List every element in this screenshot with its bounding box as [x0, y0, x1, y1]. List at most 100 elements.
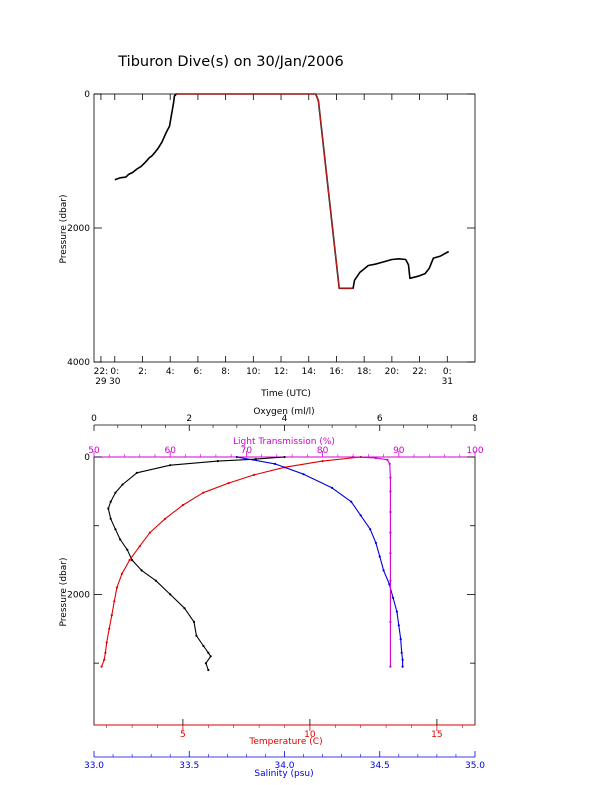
time-pressure-chart: 22:290:302: 4: 6: 8: 10: 12: 14: 16: 18: 20: 22: 0:… — [59, 90, 476, 399]
oxygen-tick-label: 4 — [282, 414, 288, 424]
oxygen-profile-point — [216, 460, 219, 463]
salinity-tick-label: 35.0 — [465, 761, 485, 771]
oxygen-profile-point — [207, 668, 210, 672]
salinity-profile-point — [374, 541, 377, 545]
time-tick-label: 16: — [329, 367, 343, 377]
time-tick-sublabel: 31 — [442, 377, 453, 387]
light-profile-point — [389, 552, 392, 555]
light-profile-point — [389, 490, 392, 493]
time-tick-label: 0: — [110, 367, 119, 377]
light-profile-point — [352, 455, 355, 459]
light-tick-label: 70 — [241, 446, 253, 456]
time-tick-sublabel: 29 — [95, 377, 107, 387]
salinity-profile-point — [401, 665, 404, 668]
salinity-profile-point — [235, 455, 238, 459]
salinity-profile-point — [302, 473, 305, 476]
oxygen-profile-point — [283, 455, 286, 459]
temperature-tick-label: 15 — [431, 730, 442, 740]
time-ticks: 22:290:302: 4: 6: 8: 10: 12: 14: 16: 18: 20: 22: 0:… — [94, 94, 453, 387]
oxygen-profile-point — [114, 528, 117, 531]
temperature-profile-point — [104, 651, 107, 654]
oxygen-profile-point — [109, 517, 112, 520]
time-tick-label: 8: — [221, 367, 230, 377]
oxygen-profile-point — [109, 500, 112, 503]
salinity-profile-point — [382, 569, 385, 572]
light-profile-point — [386, 458, 389, 461]
oxygen-profile-point — [207, 651, 210, 654]
light-profile-point — [389, 665, 392, 668]
light-profile-point — [389, 579, 392, 582]
oxygen-profile-point — [183, 607, 186, 610]
oxygen-profile-point — [126, 548, 129, 551]
time-tick-label: 18: — [357, 367, 371, 377]
oxygen-profile-point — [154, 579, 157, 582]
oxygen-profile-line — [107, 456, 285, 671]
temperature-profile-point — [120, 572, 123, 575]
salinity-profile-line — [236, 456, 404, 667]
time-tick-label: 6: — [194, 367, 203, 377]
salinity-profile-point — [273, 462, 277, 465]
oxygen-tick-label: 8 — [472, 414, 478, 424]
oxygen-profile-point — [131, 559, 134, 562]
time-tick-sublabel: 30 — [109, 377, 121, 387]
temperature-profile-point — [321, 460, 324, 463]
temperature-profile-point — [110, 614, 113, 617]
time-tick-label: 22: — [94, 367, 108, 377]
dive-series — [114, 93, 450, 290]
time-tick-label: 14: — [302, 367, 316, 377]
oxygen-profile-point — [254, 458, 257, 461]
time-tick-label: 2: — [138, 367, 147, 377]
light-tick-label: 90 — [393, 446, 405, 456]
light-tick-label: 100 — [466, 446, 483, 456]
figure-title: Tiburon Dive(s) on 30/Jan/2006 — [117, 54, 343, 70]
salinity-profile-point — [388, 583, 391, 586]
light-profile-point — [389, 620, 392, 624]
oxygen-axis-label: Oxygen (ml/l) — [253, 407, 314, 417]
oxygen-profile-point — [204, 662, 207, 665]
oxygen-profile-point — [114, 491, 117, 494]
light-profile-point — [389, 510, 392, 514]
salinity-profile-point — [331, 486, 334, 489]
light-profile-point — [389, 476, 392, 479]
oxygen-profile-point — [119, 538, 122, 541]
oxygen-profile-point — [135, 471, 138, 474]
oxygen-profile-point — [192, 620, 196, 624]
salinity-profile-point — [395, 610, 398, 613]
pressure-tick-label: 0 — [84, 90, 90, 100]
oxygen-tick-label: 2 — [186, 414, 192, 424]
temperature-profile-point — [164, 517, 167, 520]
salinity-profile-point — [359, 514, 362, 517]
temperature-profile-point — [138, 545, 141, 548]
profile-ticks: 0 2000 0 2 4 6 8 50 60 70 80 90 100 5 10 15 33.0 33.5 34.0… — [67, 414, 485, 771]
profile-series — [100, 455, 404, 672]
salinity-tick-label: 33.5 — [179, 761, 199, 771]
oxygen-tick-label: 6 — [377, 414, 383, 424]
profile-pressure-tick-label: 2000 — [67, 590, 90, 600]
salinity-profile-point — [397, 624, 400, 627]
salinity-profile-point — [392, 596, 395, 600]
salinity-tick-label: 33.0 — [84, 761, 104, 771]
temperature-profile-point — [113, 600, 116, 603]
time-tick-label: 22: — [412, 367, 426, 377]
salinity-profile-point — [400, 651, 403, 654]
temperature-profile-point — [181, 504, 184, 507]
time-tick-label: 0: — [443, 367, 452, 377]
light-profile-point — [389, 531, 392, 534]
pressure-axis-label-bottom: Pressure (dbar) — [59, 558, 69, 627]
salinity-profile-point — [350, 500, 353, 503]
light-axis-label: Light Transmission (%) — [233, 437, 335, 447]
time-tick-label: 20: — [385, 367, 399, 377]
oxygen-profile-point — [107, 507, 110, 510]
temperature-profile-point — [100, 665, 103, 668]
oxygen-profile-point — [202, 644, 205, 648]
light-tick-label: 60 — [164, 446, 176, 456]
time-tick-label: 4: — [166, 367, 175, 377]
time-tick-label: 12: — [274, 367, 288, 377]
oxygen-profile-point — [195, 634, 198, 637]
temperature-profile-point — [105, 641, 108, 644]
pressure-tick-label: 4000 — [67, 358, 90, 368]
oxygen-profile-point — [169, 593, 172, 596]
temperature-profile-point — [227, 482, 230, 485]
oxygen-tick-label: 0 — [91, 414, 97, 424]
